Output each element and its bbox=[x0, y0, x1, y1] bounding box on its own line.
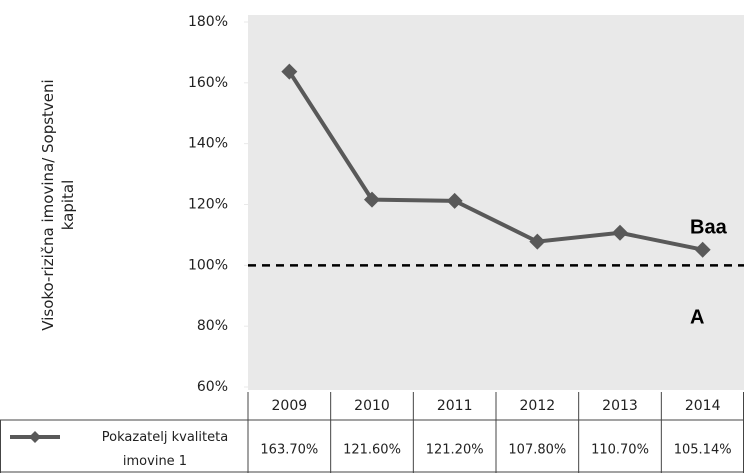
y-tick-label: 80% bbox=[197, 318, 228, 334]
point bbox=[281, 63, 298, 80]
x-tick-label: 2009 bbox=[272, 398, 308, 414]
annotation: Baa bbox=[690, 216, 728, 238]
table-value: 163.70% bbox=[260, 443, 318, 458]
table-value: 110.70% bbox=[591, 443, 649, 458]
y-axis-label: Visoko-rizična imovina/ Sopstveni kapital bbox=[39, 79, 77, 330]
x-tick-label: 2010 bbox=[354, 398, 390, 414]
legend-label: Pokazatelj kvaliteta imovine 1 bbox=[102, 430, 228, 469]
annotation: A bbox=[690, 306, 704, 328]
line bbox=[287, 70, 704, 252]
x-tick-label: 2014 bbox=[685, 398, 721, 414]
table-value: 121.60% bbox=[343, 443, 401, 458]
plot-area bbox=[248, 15, 744, 390]
x-tick-label: 2012 bbox=[520, 398, 556, 414]
y-tick-label: 100% bbox=[188, 257, 228, 273]
y-tick-label: 120% bbox=[188, 197, 228, 213]
point bbox=[364, 191, 380, 208]
point bbox=[612, 224, 628, 241]
legend-marker bbox=[29, 431, 41, 443]
y-tick-label: 140% bbox=[188, 136, 228, 152]
point bbox=[446, 192, 463, 209]
table-value: 107.80% bbox=[508, 443, 566, 458]
y-tick-label: 60% bbox=[197, 379, 228, 395]
y-tick-label: 160% bbox=[188, 75, 228, 91]
x-tick-label: 2011 bbox=[437, 398, 473, 414]
point bbox=[529, 233, 546, 250]
table-value: 121.20% bbox=[426, 443, 484, 458]
y-tick-label: 180% bbox=[188, 14, 228, 30]
x-tick-label: 2013 bbox=[602, 398, 638, 414]
point bbox=[694, 241, 711, 258]
table-value: 105.14% bbox=[674, 443, 732, 458]
